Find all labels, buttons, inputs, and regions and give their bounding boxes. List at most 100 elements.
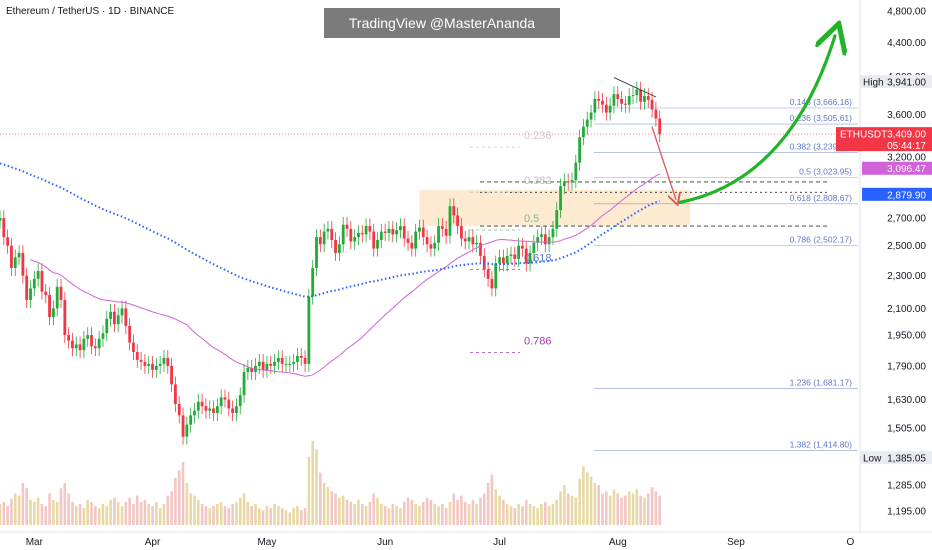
- volume-bar: [36, 497, 40, 525]
- volume-bar: [250, 506, 253, 525]
- candle-body: [620, 98, 623, 104]
- volume-bar: [326, 487, 330, 525]
- volume-bar: [71, 501, 74, 525]
- volume-bar: [200, 504, 204, 525]
- volume-bar: [63, 483, 67, 525]
- volume-bar: [204, 506, 208, 525]
- candle-body: [547, 237, 551, 245]
- time-tick-label: Jun: [377, 537, 393, 548]
- candle-body: [639, 89, 643, 102]
- candle-body: [208, 408, 212, 411]
- candle-body: [536, 237, 540, 243]
- ema-price-tag-value: 2,879.90: [887, 190, 926, 201]
- candle-body: [448, 206, 452, 236]
- candle-body: [154, 365, 158, 370]
- volume-bar: [597, 485, 600, 525]
- volume-bar: [605, 491, 608, 525]
- candle-body: [463, 238, 467, 242]
- candle-body: [627, 96, 631, 105]
- candle-body: [143, 361, 147, 366]
- candle-body: [475, 242, 479, 245]
- candle-body: [494, 263, 498, 289]
- fib-left-label: 0.236: [524, 130, 552, 142]
- volume-bar: [380, 504, 383, 525]
- fib-left-label: 0.5: [524, 213, 539, 225]
- candle-body: [418, 227, 421, 232]
- symbol-title[interactable]: Ethereum / TetherUS · 1D · BINANCE: [6, 6, 175, 17]
- volume-bar: [612, 489, 616, 525]
- candle-body: [578, 137, 582, 163]
- price-tick-label: 2,300.00: [887, 271, 926, 282]
- candle-body: [215, 406, 219, 414]
- candle-body: [330, 228, 334, 240]
- volume-bar: [505, 504, 509, 525]
- volume-bar: [155, 501, 158, 525]
- candle-body: [177, 403, 181, 416]
- volume-bar: [399, 508, 402, 525]
- volume-bar: [120, 506, 124, 525]
- candle-body: [162, 357, 166, 364]
- volume-bar: [353, 504, 356, 525]
- volume-bar: [132, 504, 135, 525]
- volume-bar: [189, 493, 192, 525]
- volume-bar: [0, 504, 2, 525]
- volume-bar: [216, 504, 219, 525]
- volume-bar: [593, 483, 597, 525]
- candle-body: [406, 238, 410, 243]
- volume-bar: [555, 499, 559, 525]
- candle-body: [101, 333, 105, 339]
- candle-body: [116, 315, 120, 325]
- volume-bar: [364, 506, 368, 525]
- candle-body: [276, 357, 280, 362]
- candle-body: [36, 271, 40, 279]
- volume-bar: [418, 506, 421, 525]
- volume-bar: [578, 478, 581, 525]
- volume-bar: [265, 506, 269, 525]
- price-tick-label: 1,950.00: [887, 331, 926, 342]
- volume-bar: [486, 483, 490, 525]
- candle-body: [55, 286, 59, 309]
- candle-body: [452, 206, 456, 216]
- volume-bar: [620, 497, 623, 525]
- volume-bar: [74, 506, 78, 525]
- volume-bar: [650, 487, 654, 525]
- candle-body: [593, 98, 597, 113]
- candle-body: [402, 226, 406, 239]
- price-tick-label: 2,100.00: [887, 304, 926, 315]
- volume-bar: [2, 501, 6, 525]
- high-tag-label: High: [863, 77, 884, 88]
- candle-body: [391, 228, 395, 235]
- volume-bar: [219, 501, 223, 525]
- candle-body: [25, 275, 29, 300]
- volume-bar: [67, 493, 70, 525]
- candle-body: [498, 257, 501, 264]
- volume-bar: [429, 499, 433, 525]
- fib-left-label: 0.786: [524, 336, 552, 348]
- volume-bar: [196, 499, 200, 525]
- time-tick-label: Apr: [145, 537, 161, 548]
- volume-bar: [238, 497, 242, 525]
- candle-body: [433, 242, 437, 249]
- price-tick-label: 2,500.00: [887, 241, 926, 252]
- volume-bar: [391, 504, 395, 525]
- volume-bar: [460, 495, 463, 525]
- volume-bar: [97, 508, 101, 525]
- ma-line: [30, 173, 660, 377]
- fib-level-label: 0.786 (2,502.17): [790, 234, 853, 244]
- price-tick-label: 1,790.00: [887, 361, 926, 372]
- candle-body: [135, 352, 139, 360]
- candle-body: [288, 363, 292, 365]
- candle-body: [379, 231, 383, 240]
- candle-body: [200, 401, 204, 407]
- volume-bar: [162, 504, 166, 525]
- candle-body: [284, 363, 288, 365]
- candle-body: [231, 408, 235, 414]
- fib-left-label: 0.382: [524, 175, 552, 187]
- symbol-tag-label: ETHUSDT: [840, 130, 887, 141]
- fib-level-label: 1.382 (1,414.80): [790, 439, 853, 449]
- volume-bar: [10, 498, 13, 525]
- volume-bar: [170, 491, 173, 525]
- volume-bar: [547, 506, 551, 525]
- candle-body: [410, 242, 414, 249]
